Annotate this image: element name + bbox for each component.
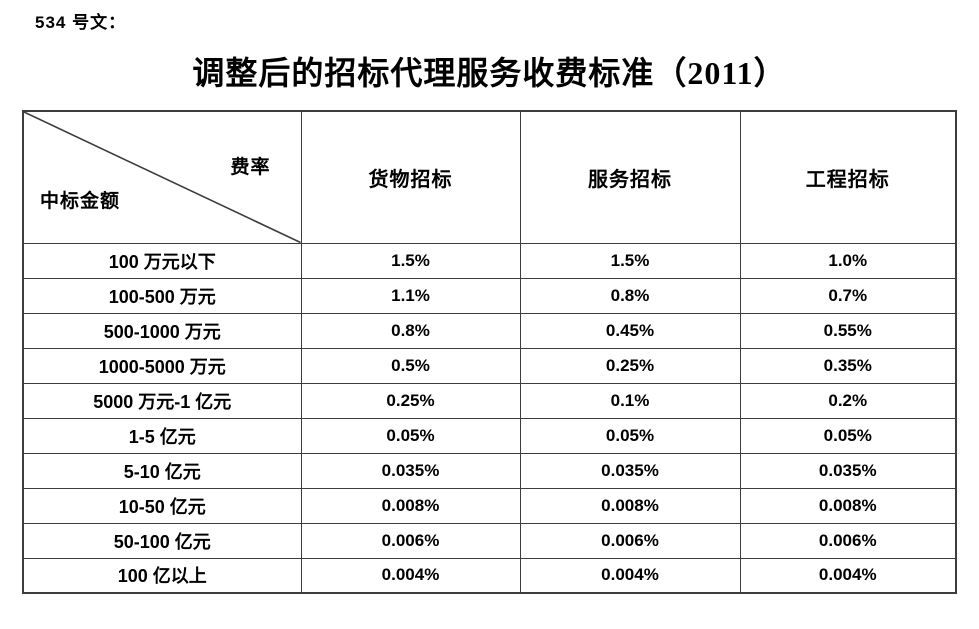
row-label: 1-5 亿元	[22, 417, 302, 454]
rate-cell: 1.1%	[300, 277, 521, 314]
row-label: 100 亿以上	[22, 557, 302, 594]
rate-cell: 0.25%	[519, 347, 741, 384]
rate-cell: 0.008%	[739, 487, 957, 524]
rate-cell: 0.004%	[739, 557, 957, 594]
rate-cell: 0.05%	[519, 417, 741, 454]
table-row: 100 万元以下 1.5% 1.5% 1.0%	[22, 242, 957, 279]
row-label: 100-500 万元	[22, 277, 302, 314]
rate-cell: 0.5%	[300, 347, 521, 384]
page-title: 调整后的招标代理服务收费标准（2011）	[192, 55, 787, 91]
rate-cell: 0.006%	[519, 522, 741, 559]
rate-cell: 0.25%	[300, 382, 521, 419]
rate-cell: 0.035%	[739, 452, 957, 489]
row-label: 5-10 亿元	[22, 452, 302, 489]
fee-standard-table: 费率 中标金额 货物招标 服务招标 工程招标 100 万元以下 1.5% 1.5…	[22, 110, 957, 594]
table-row: 50-100 亿元 0.006% 0.006% 0.006%	[22, 522, 957, 559]
rate-cell: 0.05%	[739, 417, 957, 454]
rate-cell: 0.008%	[519, 487, 741, 524]
corner-label-rate: 费率	[230, 157, 271, 178]
corner-label-bid-amount: 中标金额	[40, 190, 121, 212]
rate-cell: 0.2%	[739, 382, 957, 419]
rate-cell: 0.55%	[739, 312, 957, 349]
rate-cell: 0.05%	[300, 417, 521, 454]
rate-cell: 0.8%	[519, 277, 741, 314]
rate-cell: 1.5%	[519, 242, 741, 279]
rate-cell: 0.008%	[300, 487, 521, 524]
rate-cell: 1.0%	[739, 242, 957, 279]
table-row: 500-1000 万元 0.8% 0.45% 0.55%	[22, 312, 957, 349]
table-row: 100 亿以上 0.004% 0.004% 0.004%	[22, 557, 957, 594]
column-header-engineering-bidding: 工程招标	[739, 110, 957, 244]
column-header-goods-bidding: 货物招标	[300, 110, 521, 244]
row-label: 500-1000 万元	[22, 312, 302, 349]
rate-cell: 0.35%	[739, 347, 957, 384]
row-label: 5000 万元-1 亿元	[22, 382, 302, 419]
rate-cell: 0.035%	[519, 452, 741, 489]
rate-cell: 0.1%	[519, 382, 741, 419]
rate-cell: 0.035%	[300, 452, 521, 489]
corner-header-cell: 费率 中标金额	[22, 110, 302, 244]
rate-cell: 0.45%	[519, 312, 741, 349]
table-row: 1-5 亿元 0.05% 0.05% 0.05%	[22, 417, 957, 454]
rate-cell: 0.004%	[300, 557, 521, 594]
header-row: 费率 中标金额 货物招标 服务招标 工程招标	[22, 110, 957, 244]
table-row: 5000 万元-1 亿元 0.25% 0.1% 0.2%	[22, 382, 957, 419]
table-row: 10-50 亿元 0.008% 0.008% 0.008%	[22, 487, 957, 524]
rate-cell: 0.8%	[300, 312, 521, 349]
rate-cell: 0.7%	[739, 277, 957, 314]
row-label: 1000-5000 万元	[22, 347, 302, 384]
table-row: 1000-5000 万元 0.5% 0.25% 0.35%	[22, 347, 957, 384]
doc-number-label: 534 号文：	[35, 13, 127, 32]
diagonal-divider-line	[24, 112, 301, 243]
row-label: 50-100 亿元	[22, 522, 302, 559]
table-row: 5-10 亿元 0.035% 0.035% 0.035%	[22, 452, 957, 489]
row-label: 100 万元以下	[22, 242, 302, 279]
rate-cell: 0.004%	[519, 557, 741, 594]
rate-cell: 0.006%	[300, 522, 521, 559]
rate-cell: 0.006%	[739, 522, 957, 559]
column-header-service-bidding: 服务招标	[519, 110, 741, 244]
row-label: 10-50 亿元	[22, 487, 302, 524]
table-row: 100-500 万元 1.1% 0.8% 0.7%	[22, 277, 957, 314]
rate-cell: 1.5%	[300, 242, 521, 279]
